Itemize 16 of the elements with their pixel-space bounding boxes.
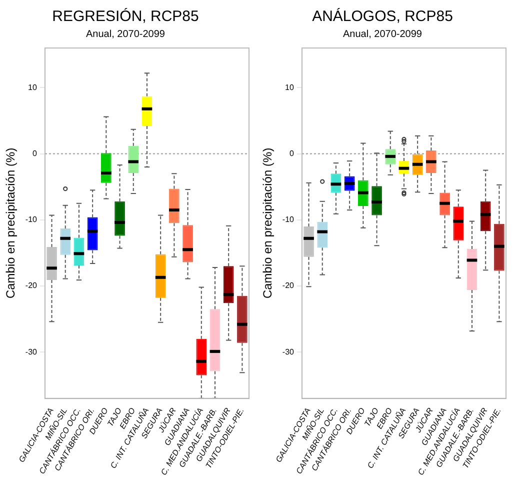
- y-tick-label: 0: [290, 148, 295, 158]
- y-tick-label: -30: [282, 347, 295, 356]
- y-tick-label: -30: [25, 347, 38, 356]
- y-tick-label: -10: [282, 215, 295, 224]
- y-tick-label: -20: [25, 281, 38, 290]
- y-tick-label: -10: [25, 215, 38, 224]
- y-tick-label: -20: [282, 281, 295, 290]
- chart-subtitle: Anual, 2070-2099: [86, 28, 166, 40]
- y-axis-title: Cambio en precipitación (%): [4, 148, 18, 299]
- chart-title: ANÁLOGOS, RCP85: [312, 7, 453, 26]
- y-tick-label: 10: [285, 82, 295, 92]
- chart-title: REGRESIÓN, RCP85: [52, 7, 199, 26]
- y-tick-label: 10: [28, 82, 38, 92]
- y-axis-title: Cambio en precipitación (%): [260, 148, 275, 299]
- chart-subtitle: Anual, 2070-2099: [343, 28, 422, 40]
- y-tick-label: 0: [32, 148, 38, 158]
